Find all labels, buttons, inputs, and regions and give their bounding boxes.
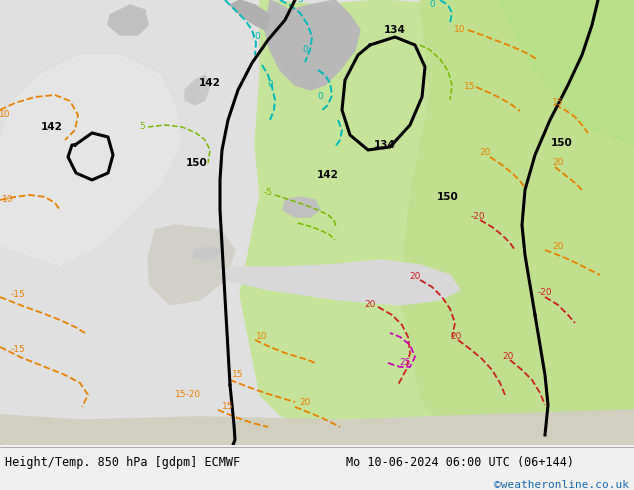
Text: 25: 25 [399,358,411,368]
Text: 10: 10 [454,25,466,34]
Polygon shape [193,247,220,260]
Polygon shape [220,260,460,305]
Text: 0: 0 [302,46,308,54]
Text: 0: 0 [429,0,435,9]
Text: 20: 20 [552,243,564,251]
Text: -5: -5 [295,0,304,4]
Text: 0: 0 [267,80,273,90]
Text: Mo 10-06-2024 06:00 UTC (06+144): Mo 10-06-2024 06:00 UTC (06+144) [346,456,574,468]
Text: 150: 150 [437,192,459,202]
Text: 10: 10 [0,110,11,120]
Text: 15: 15 [223,402,234,412]
Polygon shape [0,410,634,445]
Text: 20: 20 [410,272,421,281]
Polygon shape [148,225,235,305]
Text: -5: -5 [264,189,273,197]
Text: 150: 150 [186,158,208,168]
Polygon shape [185,75,210,105]
Text: ©weatheronline.co.uk: ©weatheronline.co.uk [494,480,629,490]
Text: 15: 15 [464,82,476,92]
Text: 20: 20 [502,352,514,362]
Text: 134: 134 [374,140,396,150]
Polygon shape [108,5,148,35]
Polygon shape [500,0,634,145]
Text: 20: 20 [552,158,564,168]
Text: 15-20: 15-20 [175,391,201,399]
Text: 150: 150 [551,138,573,148]
Text: Height/Temp. 850 hPa [gdpm] ECMWF: Height/Temp. 850 hPa [gdpm] ECMWF [5,456,240,468]
Polygon shape [400,0,634,445]
Text: 20: 20 [299,398,311,407]
Polygon shape [230,0,270,30]
Text: 20: 20 [450,332,462,342]
Polygon shape [283,197,320,217]
Text: 142: 142 [317,170,339,180]
Text: -20: -20 [538,289,552,297]
Text: -20: -20 [470,213,485,221]
Text: 142: 142 [199,78,221,88]
Text: 5: 5 [139,122,145,131]
Text: 10: 10 [3,196,14,204]
Text: 15: 15 [552,98,564,107]
Text: 142: 142 [41,122,63,132]
Polygon shape [265,0,360,90]
Polygon shape [240,0,634,445]
Text: 134: 134 [384,25,406,35]
Text: 0: 0 [317,93,323,101]
Text: 20: 20 [365,300,376,310]
Text: -15: -15 [11,345,25,354]
Text: 20: 20 [479,148,491,157]
Text: 0: 0 [254,32,260,42]
Text: 15: 15 [232,370,243,379]
Text: -15: -15 [11,291,25,299]
Text: 10: 10 [256,332,268,342]
Polygon shape [0,55,180,265]
